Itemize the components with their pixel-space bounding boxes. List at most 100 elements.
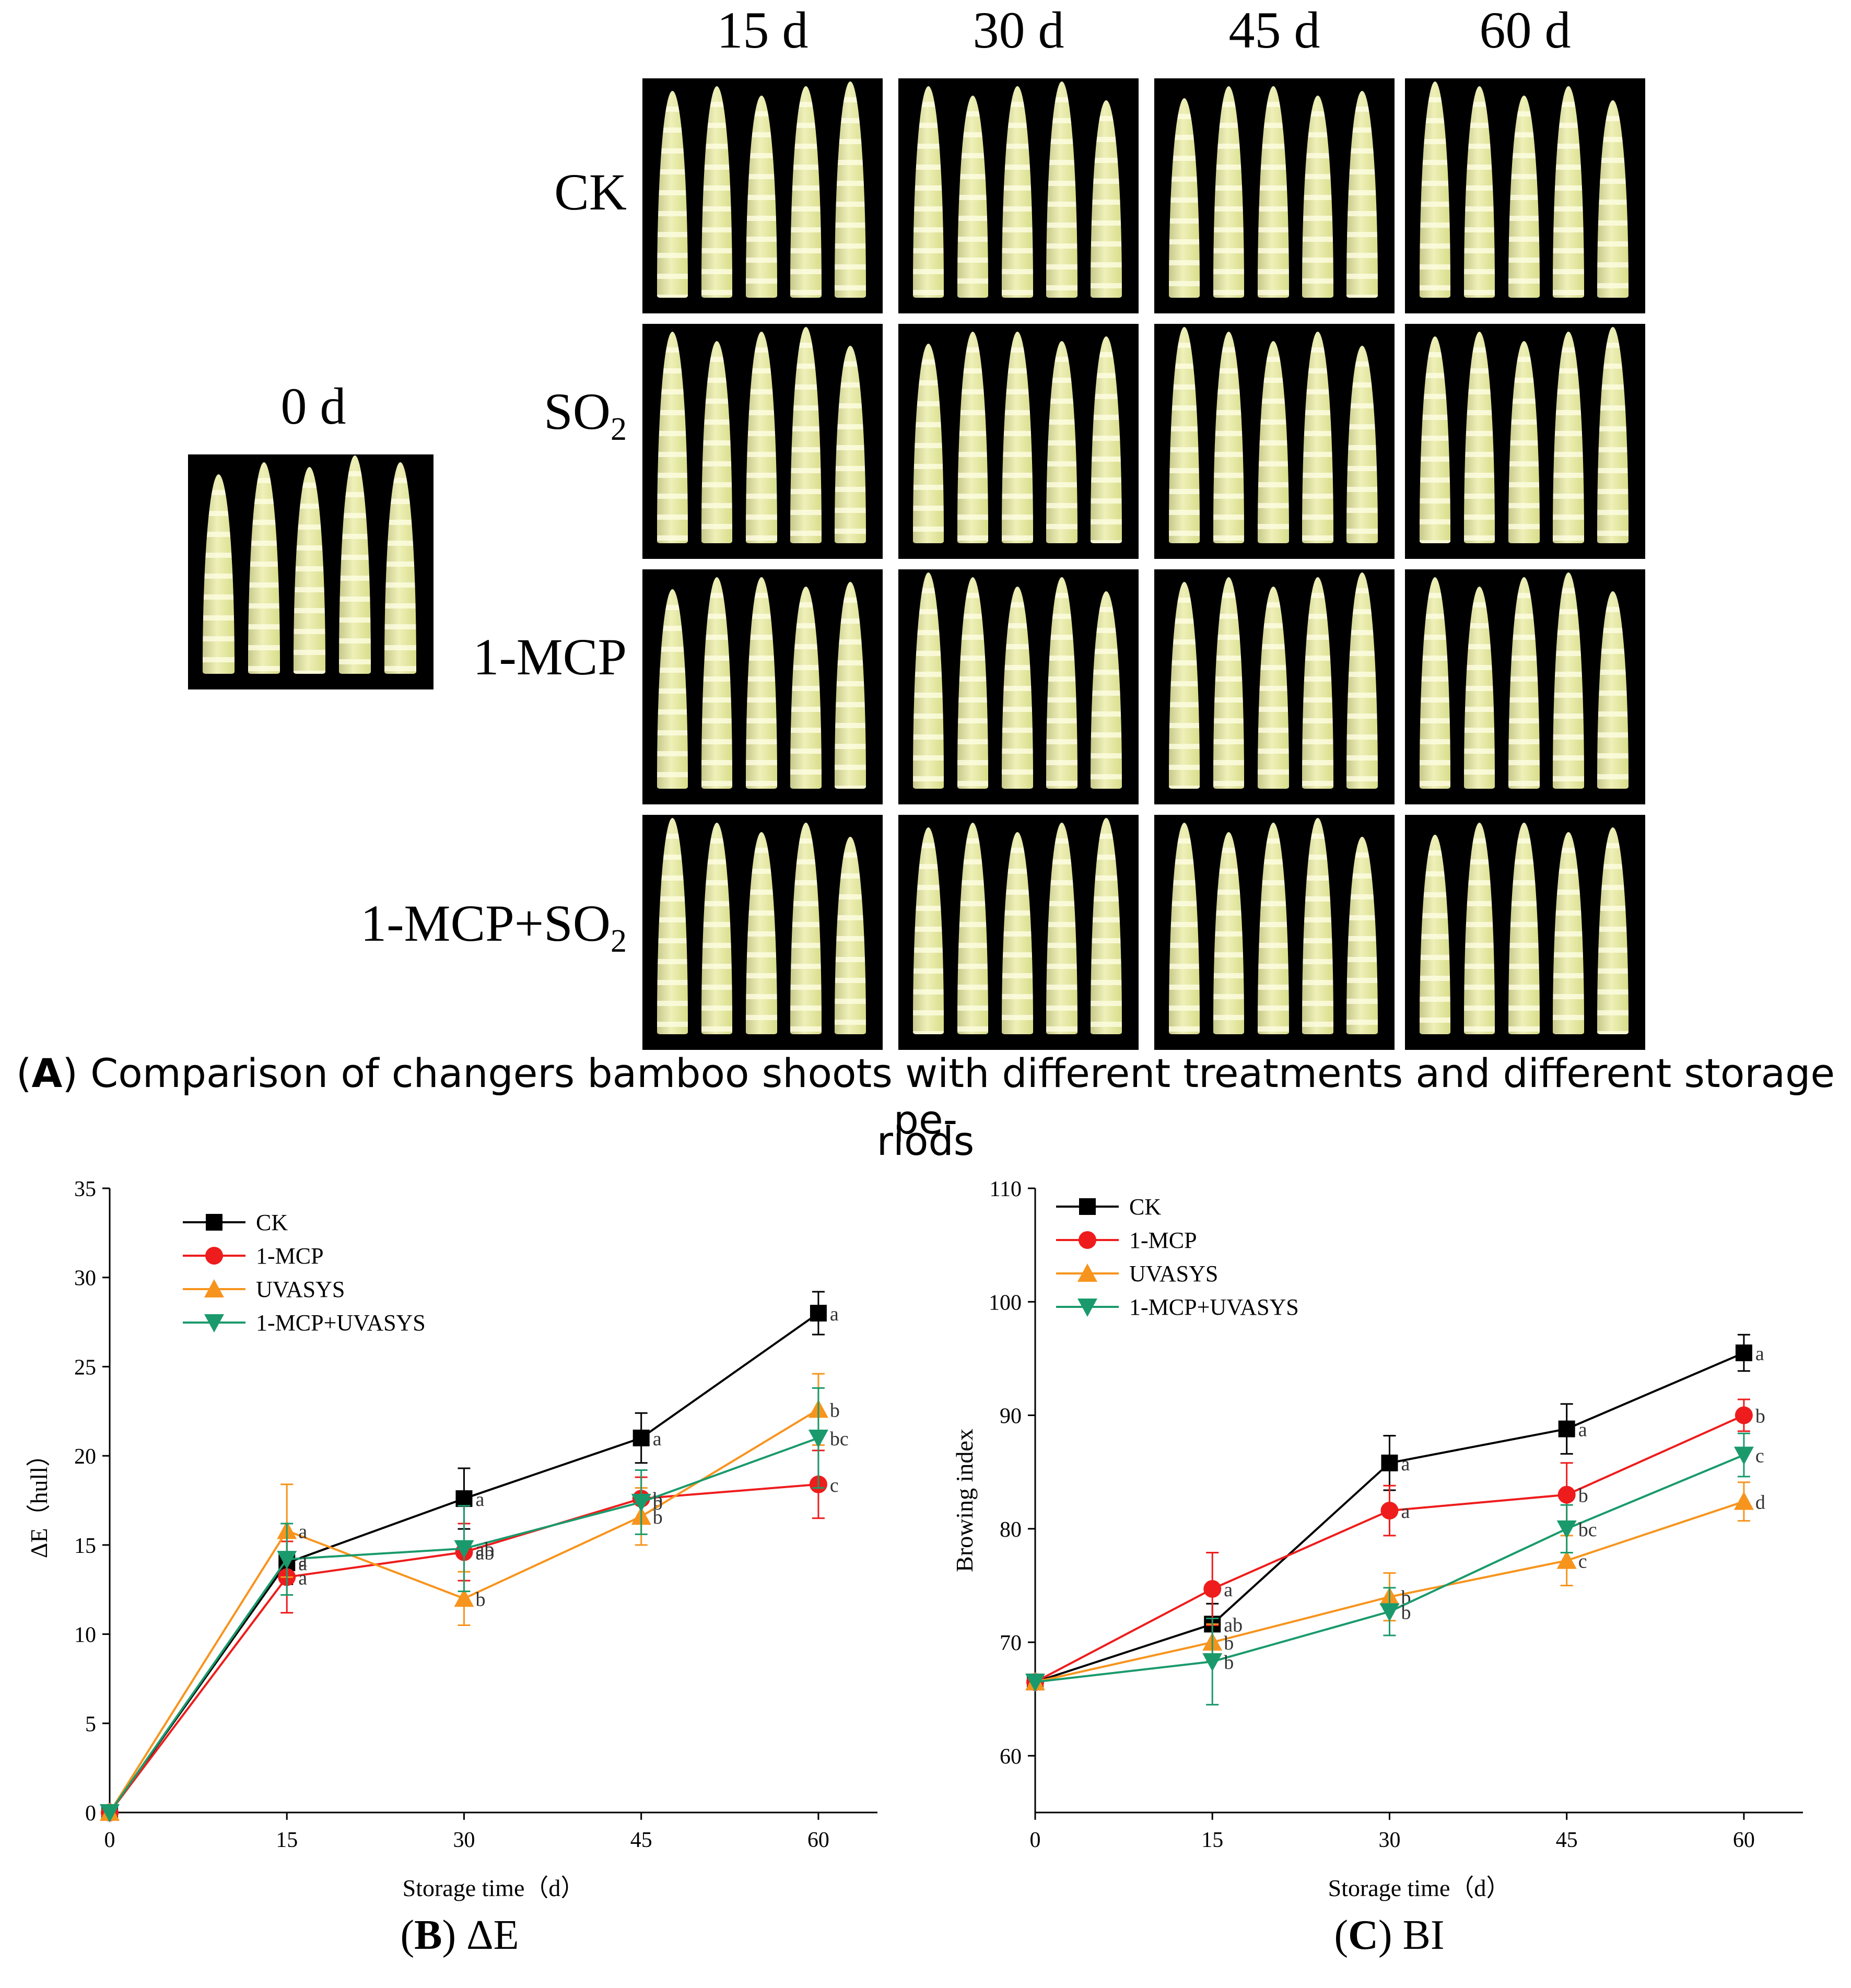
data-point-UVASYS	[1733, 1491, 1754, 1510]
y-tick-label: 20	[74, 1445, 96, 1469]
data-point-1-MCP	[1203, 1580, 1222, 1598]
bamboo-shoot	[1213, 832, 1245, 1034]
legend-marker	[204, 1279, 224, 1297]
legend-label: 1-MCP+UVASYS	[1129, 1294, 1299, 1320]
bamboo-shoot	[745, 832, 777, 1034]
bamboo-shoot	[1597, 827, 1629, 1034]
significance-letter: c	[1755, 1445, 1764, 1467]
bamboo-shoot	[1463, 587, 1495, 789]
y-tick-label: 35	[74, 1177, 96, 1201]
bamboo-shoot	[1091, 591, 1122, 789]
bamboo-shoot	[1257, 86, 1289, 298]
bamboo-shoot	[1346, 572, 1378, 789]
bamboo-shoot	[1168, 327, 1200, 543]
bamboo-shoot	[203, 474, 235, 674]
row-label-1mcp-so2: 1-MCP+SO2	[360, 894, 627, 959]
row-label-ck: CK	[554, 163, 627, 221]
bamboo-shoot	[1001, 332, 1033, 543]
shoot-photo-r2-c3	[1154, 324, 1395, 559]
shoot-photo-r1-c1	[642, 78, 883, 313]
bamboo-shoot	[1552, 572, 1584, 789]
bamboo-shoot	[1508, 577, 1540, 789]
shoot-photo-r2-c4	[1405, 324, 1645, 559]
bamboo-shoot	[1091, 336, 1122, 543]
bamboo-shoot	[1346, 837, 1378, 1034]
bamboo-shoot	[1552, 86, 1584, 298]
bamboo-shoot	[701, 823, 733, 1034]
significance-letter: b	[1224, 1632, 1234, 1654]
significance-letter: a	[1755, 1343, 1764, 1365]
legend-marker	[205, 1247, 223, 1265]
y-tick-label: 90	[1000, 1405, 1022, 1429]
shoot-photo-r3-c4	[1405, 569, 1645, 804]
significance-letter: a	[1578, 1419, 1587, 1441]
data-point-1-MCP+UVASYS	[1379, 1603, 1400, 1622]
significance-letter: b	[1578, 1485, 1588, 1507]
bamboo-shoot	[1419, 336, 1451, 543]
bamboo-shoot	[1597, 327, 1629, 543]
data-point-1-MCP+UVASYS	[1733, 1446, 1754, 1465]
bamboo-shoot	[1346, 91, 1378, 298]
shoot-photo-r4-c1	[642, 815, 883, 1050]
bamboo-shoot	[1001, 587, 1033, 789]
col-header-30d: 30 d	[973, 1, 1064, 59]
x-tick-label: 0	[104, 1828, 115, 1852]
caption-c: (C) BI	[1334, 1912, 1445, 1958]
shoot-photo-r1-c3	[1154, 78, 1395, 313]
y-tick-label: 30	[74, 1267, 96, 1291]
bamboo-shoot	[384, 462, 417, 674]
x-tick-label: 0	[1030, 1828, 1041, 1852]
bamboo-shoot	[1257, 823, 1289, 1034]
significance-letter: a	[830, 1303, 839, 1325]
y-tick-label: 110	[990, 1177, 1022, 1201]
legend-marker	[1079, 1231, 1096, 1249]
bamboo-shoot	[1463, 86, 1495, 298]
data-point-1-MCP+UVASYS	[1025, 1674, 1045, 1692]
bamboo-shoot	[1168, 98, 1200, 298]
bamboo-shoot	[790, 587, 822, 789]
bamboo-shoot	[1463, 332, 1495, 543]
data-point-1-MCP+UVASYS	[277, 1551, 297, 1570]
significance-letter: a	[653, 1428, 662, 1450]
data-point-1-MCP+UVASYS	[808, 1430, 828, 1448]
col-header-15d: 15 d	[717, 1, 809, 59]
col-header-60d: 60 d	[1479, 1, 1571, 59]
shoot-photo-r4-c2	[898, 815, 1139, 1050]
bamboo-shoot	[248, 462, 280, 674]
significance-letter: a	[298, 1521, 307, 1543]
x-tick-label: 60	[807, 1828, 829, 1852]
bamboo-shoot	[745, 577, 777, 789]
bamboo-shoot	[835, 346, 866, 543]
bamboo-shoot	[1257, 587, 1289, 789]
significance-letter: a	[1401, 1453, 1410, 1475]
data-point-1-MCP+UVASYS	[631, 1493, 651, 1512]
row-label-so2: SO2	[544, 382, 627, 447]
bamboo-shoot	[1168, 582, 1200, 789]
caption-b: (B) ΔE	[400, 1912, 519, 1958]
bamboo-shoot	[912, 343, 944, 543]
bamboo-shoot	[657, 818, 688, 1034]
legend-label: 1-MCP	[1129, 1227, 1197, 1253]
bamboo-shoot	[790, 86, 822, 298]
legend-label: CK	[256, 1210, 288, 1235]
bamboo-shoot	[1508, 341, 1540, 543]
bamboo-shoot	[1508, 96, 1540, 298]
bamboo-shoot	[657, 332, 688, 543]
shoot-photo-r2-c1	[642, 324, 883, 559]
significance-letter: ab	[1224, 1614, 1243, 1636]
significance-letter: a	[298, 1567, 307, 1589]
bamboo-shoot	[1257, 341, 1289, 543]
data-point-CK	[455, 1490, 473, 1507]
y-axis-label: ΔE（hull）	[26, 1443, 52, 1558]
data-point-CK	[1381, 1454, 1398, 1471]
significance-letter: b	[1755, 1406, 1765, 1428]
bamboo-shoot	[957, 332, 989, 543]
bamboo-shoot	[1213, 332, 1245, 543]
bamboo-shoot	[701, 86, 733, 298]
bamboo-shoot	[1463, 823, 1495, 1034]
significance-letter: a	[1401, 1501, 1410, 1523]
x-axis-label: Storage time（d）	[403, 1875, 585, 1901]
significance-letter: a	[298, 1549, 307, 1571]
x-tick-label: 60	[1733, 1828, 1755, 1852]
significance-letter: b	[830, 1399, 840, 1421]
